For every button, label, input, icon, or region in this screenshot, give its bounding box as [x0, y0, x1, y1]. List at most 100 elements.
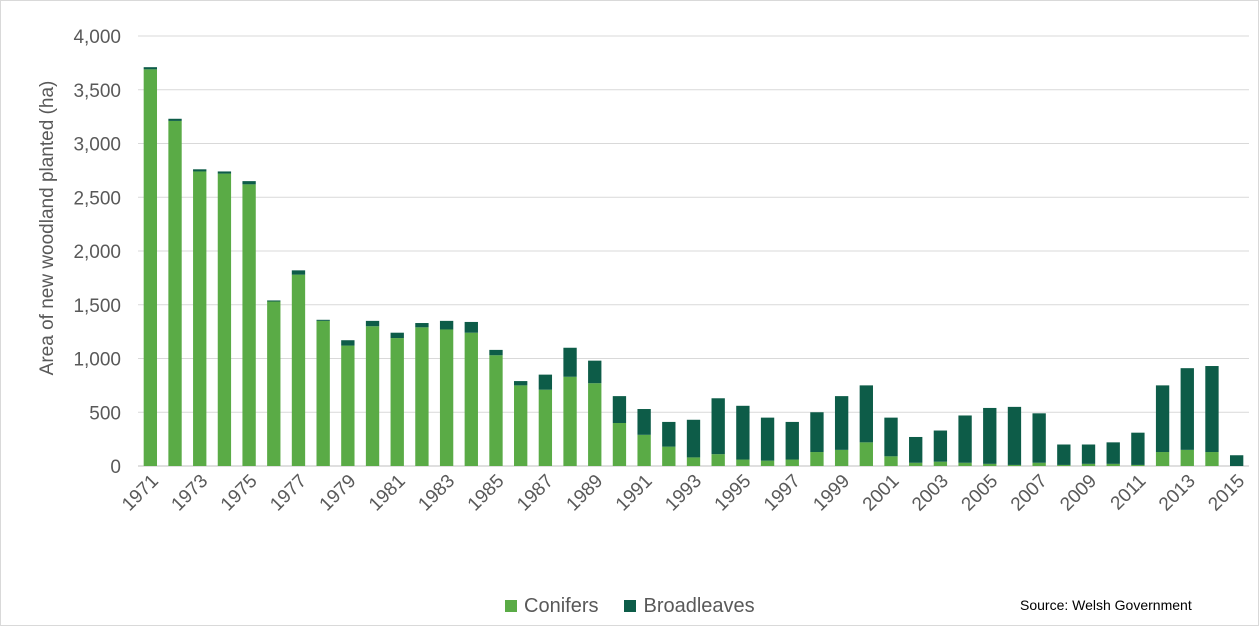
bar-broadleaves-1988: [563, 347, 577, 377]
x-tick-label: 1987: [513, 471, 558, 516]
bar-broadleaves-1980: [365, 320, 380, 327]
bar-conifers-2001: [884, 456, 898, 466]
bar-conifers-1989: [588, 383, 602, 466]
bar-conifers-2005: [983, 463, 997, 466]
y-tick-labels: 0 500 1,000 1,500 2,000 2,500 3,000 3,500 4,000: [73, 27, 121, 478]
x-tick-label: 2007: [1007, 471, 1052, 516]
bar-broadleaves-1989: [588, 360, 602, 384]
y-tick-label: 1,000: [73, 350, 121, 371]
bar-broadleaves-2015: [1229, 455, 1244, 466]
bar-broadleaves-1991: [637, 409, 651, 435]
bar-broadleaves-1972: [168, 118, 182, 121]
bar-broadleaves-1974: [217, 171, 232, 174]
bar-conifers-2012: [1155, 452, 1170, 466]
bar-broadleaves-1993: [686, 419, 701, 458]
y-tick-label: 1,500: [73, 296, 121, 317]
legend-item-broadleaves: Broadleaves: [624, 594, 755, 618]
x-tick-label: 2013: [1155, 471, 1200, 516]
x-tick-label: 1997: [760, 471, 805, 516]
bar-broadleaves-1997: [785, 421, 799, 460]
bar-broadleaves-1994: [711, 398, 725, 455]
legend-label-broadleaves: Broadleaves: [643, 594, 755, 617]
bar-broadleaves-2001: [884, 417, 898, 457]
bar-conifers-1982: [415, 327, 429, 466]
bar-broadleaves-1999: [834, 396, 849, 450]
bar-broadleaves-2004: [958, 415, 972, 463]
bar-conifers-1991: [637, 434, 651, 466]
bar-conifers-2004: [958, 462, 972, 466]
bar-conifers-1993: [686, 457, 701, 466]
legend-item-conifers: Conifers: [505, 595, 598, 618]
bar-broadleaves-1971: [143, 67, 158, 70]
bar-conifers-2007: [1032, 462, 1046, 466]
bar-conifers-1972: [168, 120, 182, 467]
x-tick-label: 2011: [1107, 471, 1151, 515]
legend-label-conifers: Conifers: [524, 594, 599, 617]
y-tick-label: 0: [110, 457, 121, 478]
legend-swatch-conifers: [505, 600, 517, 612]
x-tick-label: 1971: [118, 471, 163, 516]
y-axis-label: Area of new woodland planted (ha): [37, 81, 58, 376]
legend-swatch-broadleaves: [624, 600, 637, 612]
x-tick-label: 1977: [266, 471, 311, 516]
bar-broadleaves-1979: [341, 340, 355, 346]
bar-broadleaves-1982: [415, 323, 429, 328]
bar-broadleaves-2005: [983, 407, 997, 464]
bar-broadleaves-1976: [267, 300, 281, 302]
bar-conifers-1996: [760, 460, 775, 466]
bar-broadleaves-2010: [1106, 442, 1120, 464]
bar-conifers-2009: [1081, 463, 1096, 466]
bar-conifers-1998: [810, 452, 824, 466]
bar-broadleaves-1986: [514, 381, 528, 386]
bar-broadleaves-2011: [1131, 432, 1145, 465]
bar-conifers-1983: [439, 329, 454, 466]
bar-conifers-1995: [736, 459, 750, 466]
x-tick-label: 1995: [711, 471, 756, 516]
x-tick-label: 1993: [661, 471, 706, 516]
x-tick-label: 1991: [612, 471, 657, 516]
bar-conifers-1988: [563, 376, 577, 466]
bar-conifers-2010: [1106, 463, 1120, 466]
bars: [143, 67, 1244, 467]
bar-conifers-1974: [217, 173, 232, 466]
bar-broadleaves-1996: [760, 417, 775, 461]
x-tick-label: 2005: [958, 471, 1003, 516]
x-tick-label: 1975: [217, 471, 262, 516]
bar-broadleaves-1975: [242, 181, 256, 185]
bar-conifers-1985: [489, 355, 503, 466]
bar-conifers-1971: [143, 69, 158, 466]
bar-broadleaves-1995: [736, 405, 750, 460]
x-tick-label: 1981: [365, 471, 410, 516]
y-tick-label: 3,000: [73, 135, 121, 156]
y-tick-label: 3,500: [73, 81, 121, 102]
bar-conifers-2011: [1131, 464, 1145, 466]
bar-broadleaves-2000: [859, 385, 873, 443]
bar-conifers-1984: [464, 332, 478, 466]
bar-conifers-1992: [662, 446, 676, 466]
bar-conifers-1979: [341, 345, 355, 466]
bar-broadleaves-2012: [1155, 385, 1170, 453]
bar-conifers-1986: [514, 385, 528, 466]
bar-conifers-1999: [834, 449, 849, 466]
bar-conifers-1973: [193, 171, 207, 466]
bar-conifers-1976: [267, 301, 281, 466]
y-tick-label: 2,500: [73, 188, 121, 209]
x-tick-label: 2003: [908, 471, 953, 516]
bar-broadleaves-2013: [1180, 368, 1194, 450]
y-tick-label: 500: [89, 403, 121, 424]
bar-broadleaves-1977: [291, 270, 306, 275]
bar-broadleaves-2002: [909, 436, 923, 463]
bar-conifers-2000: [859, 442, 873, 466]
bar-broadleaves-1987: [538, 374, 553, 390]
x-tick-label: 1989: [563, 471, 608, 516]
bar-conifers-1994: [711, 454, 725, 466]
bar-conifers-2008: [1057, 464, 1071, 466]
source-note: Source: Welsh Government: [1020, 597, 1192, 613]
bar-broadleaves-1984: [464, 321, 478, 333]
x-tick-label: 2001: [859, 471, 904, 516]
bar-broadleaves-1992: [662, 421, 676, 447]
bar-broadleaves-1981: [390, 332, 404, 339]
x-tick-label: 2015: [1204, 471, 1249, 516]
bar-conifers-1997: [785, 459, 799, 466]
bar-conifers-1990: [612, 423, 627, 466]
